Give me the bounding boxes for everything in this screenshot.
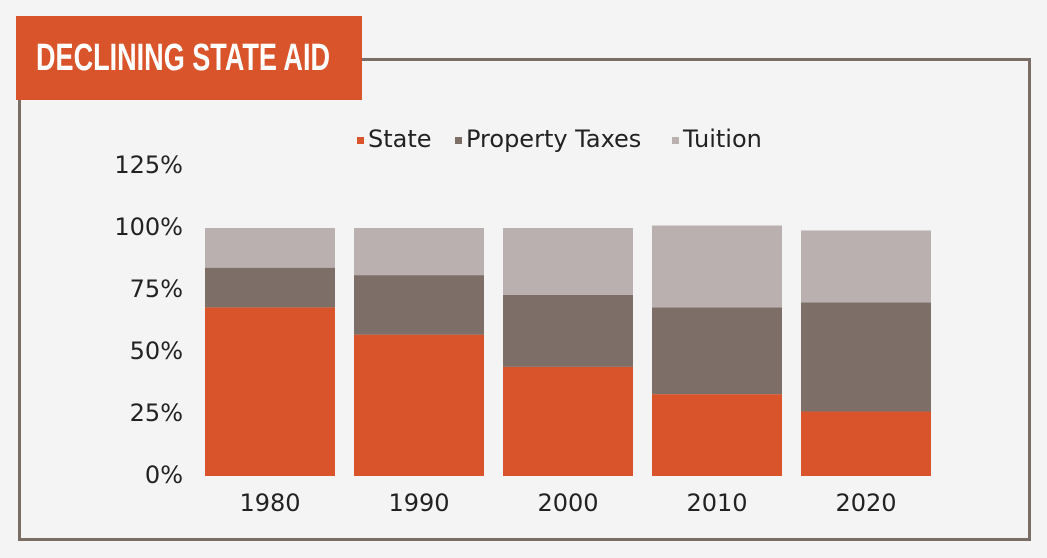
bar-segment xyxy=(652,225,782,308)
x-tick-label: 1990 xyxy=(388,489,449,517)
x-tick-label: 1980 xyxy=(239,489,300,517)
bar-segment xyxy=(354,334,484,476)
bar-segment xyxy=(652,307,782,395)
y-tick-label: 50% xyxy=(130,337,183,365)
bar-segment xyxy=(503,294,633,367)
y-tick-label: 25% xyxy=(130,399,183,427)
y-tick-label: 125% xyxy=(114,151,183,179)
x-tick-label: 2000 xyxy=(537,489,598,517)
bar-segment xyxy=(205,228,335,268)
y-tick-label: 0% xyxy=(145,461,183,489)
x-tick-label: 2020 xyxy=(835,489,896,517)
bar-segment xyxy=(503,366,633,476)
legend-marker xyxy=(455,137,462,144)
y-tick-label: 75% xyxy=(130,275,183,303)
bar-segment xyxy=(354,275,484,335)
bar-segment xyxy=(354,228,484,276)
legend-label: State xyxy=(368,125,432,153)
y-tick-label: 100% xyxy=(114,213,183,241)
legend-marker xyxy=(672,137,679,144)
frame xyxy=(18,58,1031,541)
title-box xyxy=(16,16,362,100)
legend-label: Tuition xyxy=(682,125,762,153)
bar-segment xyxy=(205,307,335,476)
bar-segment xyxy=(503,228,633,295)
chart-title: DECLINING STATE AID xyxy=(36,37,330,79)
bar-segment xyxy=(801,230,931,303)
x-tick-label: 2010 xyxy=(686,489,747,517)
legend-marker xyxy=(357,137,364,144)
bar-segment xyxy=(205,267,335,308)
bar-segment xyxy=(801,302,931,412)
bar-segment xyxy=(801,411,931,476)
legend-label: Property Taxes xyxy=(466,125,641,153)
bar-segment xyxy=(652,394,782,476)
